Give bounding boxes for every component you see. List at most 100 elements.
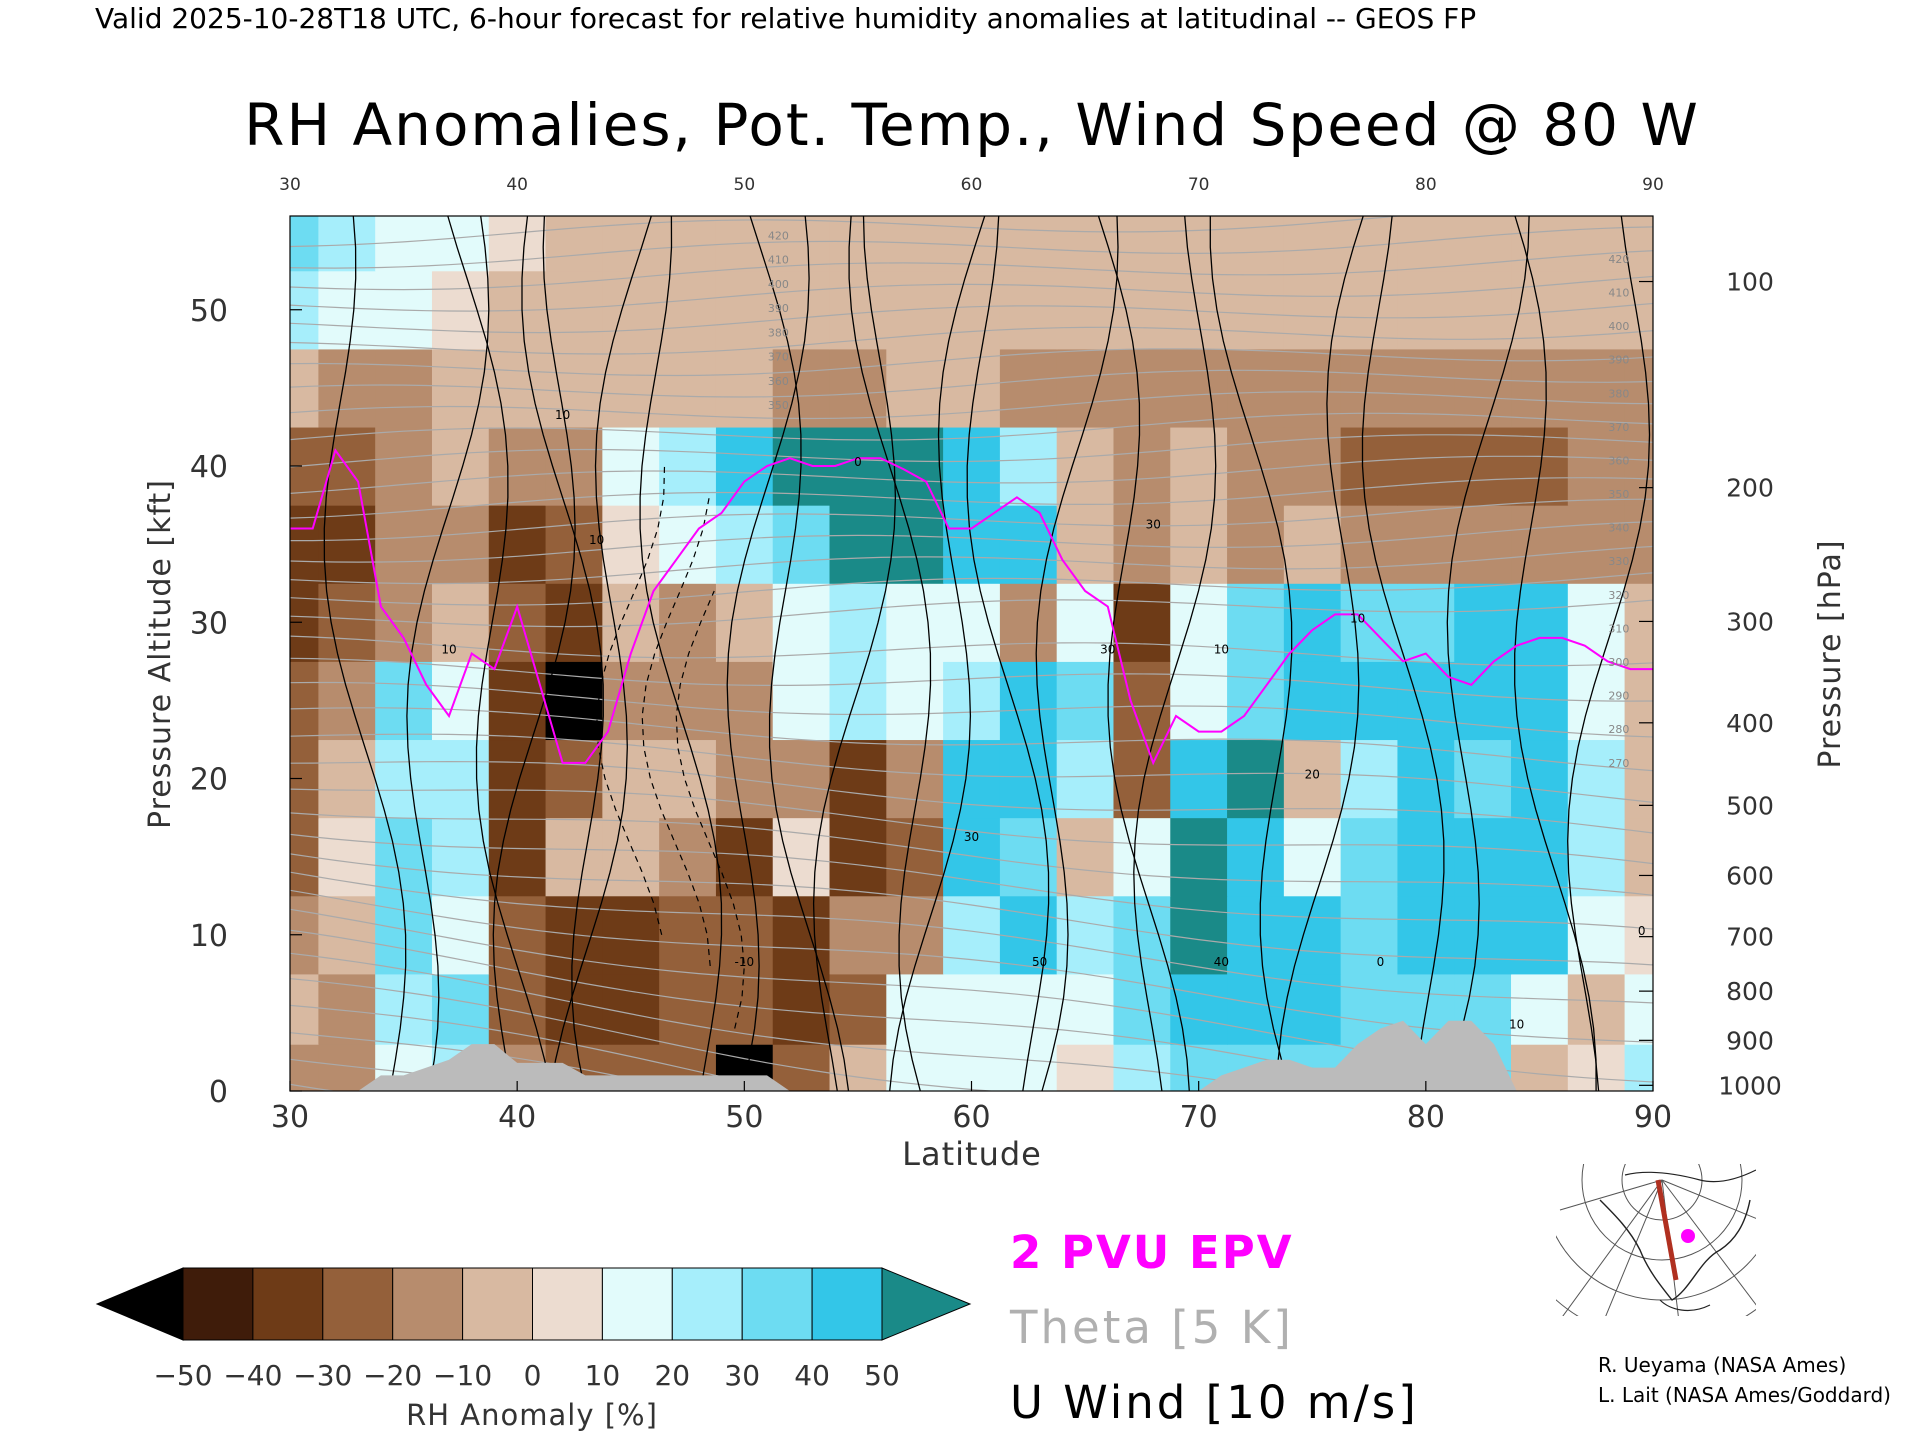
heat-cell [886,817,944,897]
wind-label: 0 [854,455,862,469]
theta-contour [290,788,1653,865]
heat-cell [1056,739,1115,819]
heat-cell [1624,216,1653,272]
theta-label: 380 [768,326,789,339]
heat-cell [1624,583,1653,662]
wind-label: -10 [735,955,755,969]
colorbar-tick-label: 30 [724,1359,760,1392]
heat-cell [1113,216,1171,272]
heat-cell [1567,505,1626,584]
heat-cell [886,661,944,741]
heat-cell [1113,739,1171,819]
heat-cell [375,216,433,272]
theta-contour [290,853,1653,966]
heat-cell [1283,661,1342,741]
x-axis-label: Latitude [902,1135,1042,1173]
theta-label: 340 [1608,522,1629,535]
colorbar-min-arrow [95,1267,184,1341]
theta-label: 300 [1608,656,1629,669]
theta-contour [290,226,1653,269]
heat-cell [488,583,547,662]
wind-label: 50 [1032,955,1047,969]
wind-contour [726,216,810,1091]
heat-cell [715,661,774,741]
heat-cell [318,739,376,819]
theta-label: 330 [1608,555,1629,568]
colorbar-bin [252,1267,324,1341]
heat-cell [602,505,660,584]
x-axis-top: 30 40 50 60 70 80 90 [279,175,1664,195]
heat-cell [1624,973,1653,1045]
heat-cell [772,1044,831,1091]
heat-cell [1283,739,1342,819]
heat-cell [1397,505,1455,584]
wind-contour [639,216,723,1091]
theta-contour [290,545,1653,585]
theta-label: 410 [768,254,789,267]
heat-cell [1397,348,1455,428]
theta-label: 400 [1608,320,1629,333]
heat-cell [290,348,319,428]
heat-cell [488,426,547,506]
heat-cell [1511,973,1569,1045]
heat-cell [1056,270,1115,350]
heat-cell [1170,973,1228,1045]
terrain-fill [290,1020,1653,1091]
wind-contour [1133,216,1217,1091]
heat-cell [1397,270,1455,350]
y-tick-label: 30 [190,606,228,641]
x-top-tick-label: 30 [279,175,301,195]
y-tick-label: 40 [190,450,228,485]
theta-contour [290,952,1288,1091]
heat-cell [1567,739,1626,819]
heat-cell [375,739,433,819]
heat-cell [602,348,660,428]
wind-label: 30 [964,830,979,844]
heat-cell [772,661,831,741]
colorbar-bin [182,1267,254,1341]
wind-contour [1361,216,1445,1091]
y-axis-right: 100 200 300 400 500 600 700 800 900 1000 [1639,268,1782,1100]
heat-cell [1624,895,1653,975]
heat-cell [1056,1044,1115,1091]
heat-cell [431,348,490,428]
y-tick-label: 50 [190,294,228,329]
heat-cell [1511,739,1569,819]
theta-contour [290,760,1653,834]
heat-cell [999,270,1058,350]
heat-cell [1056,216,1115,272]
plot-area: 4204204104104004003903903803803703703603… [290,216,1653,1091]
heat-cell [488,216,547,272]
wind-contour [1276,216,1364,1091]
wind-contour [447,216,552,1091]
heat-cell [1283,895,1342,975]
heat-cell [1511,216,1569,272]
heat-cell [1454,739,1512,819]
pressure-tick-label: 200 [1726,474,1774,503]
theta-label: 280 [1608,723,1629,736]
theta-contour [290,657,1653,702]
heat-cell [1567,216,1626,272]
pressure-tick-label: 800 [1726,977,1774,1006]
heat-cell [1113,426,1171,506]
theta-label: 290 [1608,690,1629,703]
heat-cell [1227,216,1285,272]
theta-contour [290,326,1653,355]
theta-contour [290,1058,565,1091]
heat-cell [829,661,887,741]
heat-cell [431,817,490,897]
theta-labels: 420 420 410 410 400 400 390 390 380 380 370 370 360 3… [768,229,1630,769]
heat-cell [431,973,490,1045]
heat-cell [318,817,376,897]
wind-label: 40 [1214,955,1229,969]
theta-label: 420 [1608,253,1629,266]
heat-cell [1624,817,1653,897]
heat-cell [772,505,831,584]
heat-cell [829,216,887,272]
wind-contour [812,216,897,1091]
heat-cell [1227,739,1285,819]
heat-cell [999,348,1058,428]
heat-cell [1340,661,1399,741]
colorbar-bin [811,1267,883,1341]
heat-cell [1227,895,1285,975]
